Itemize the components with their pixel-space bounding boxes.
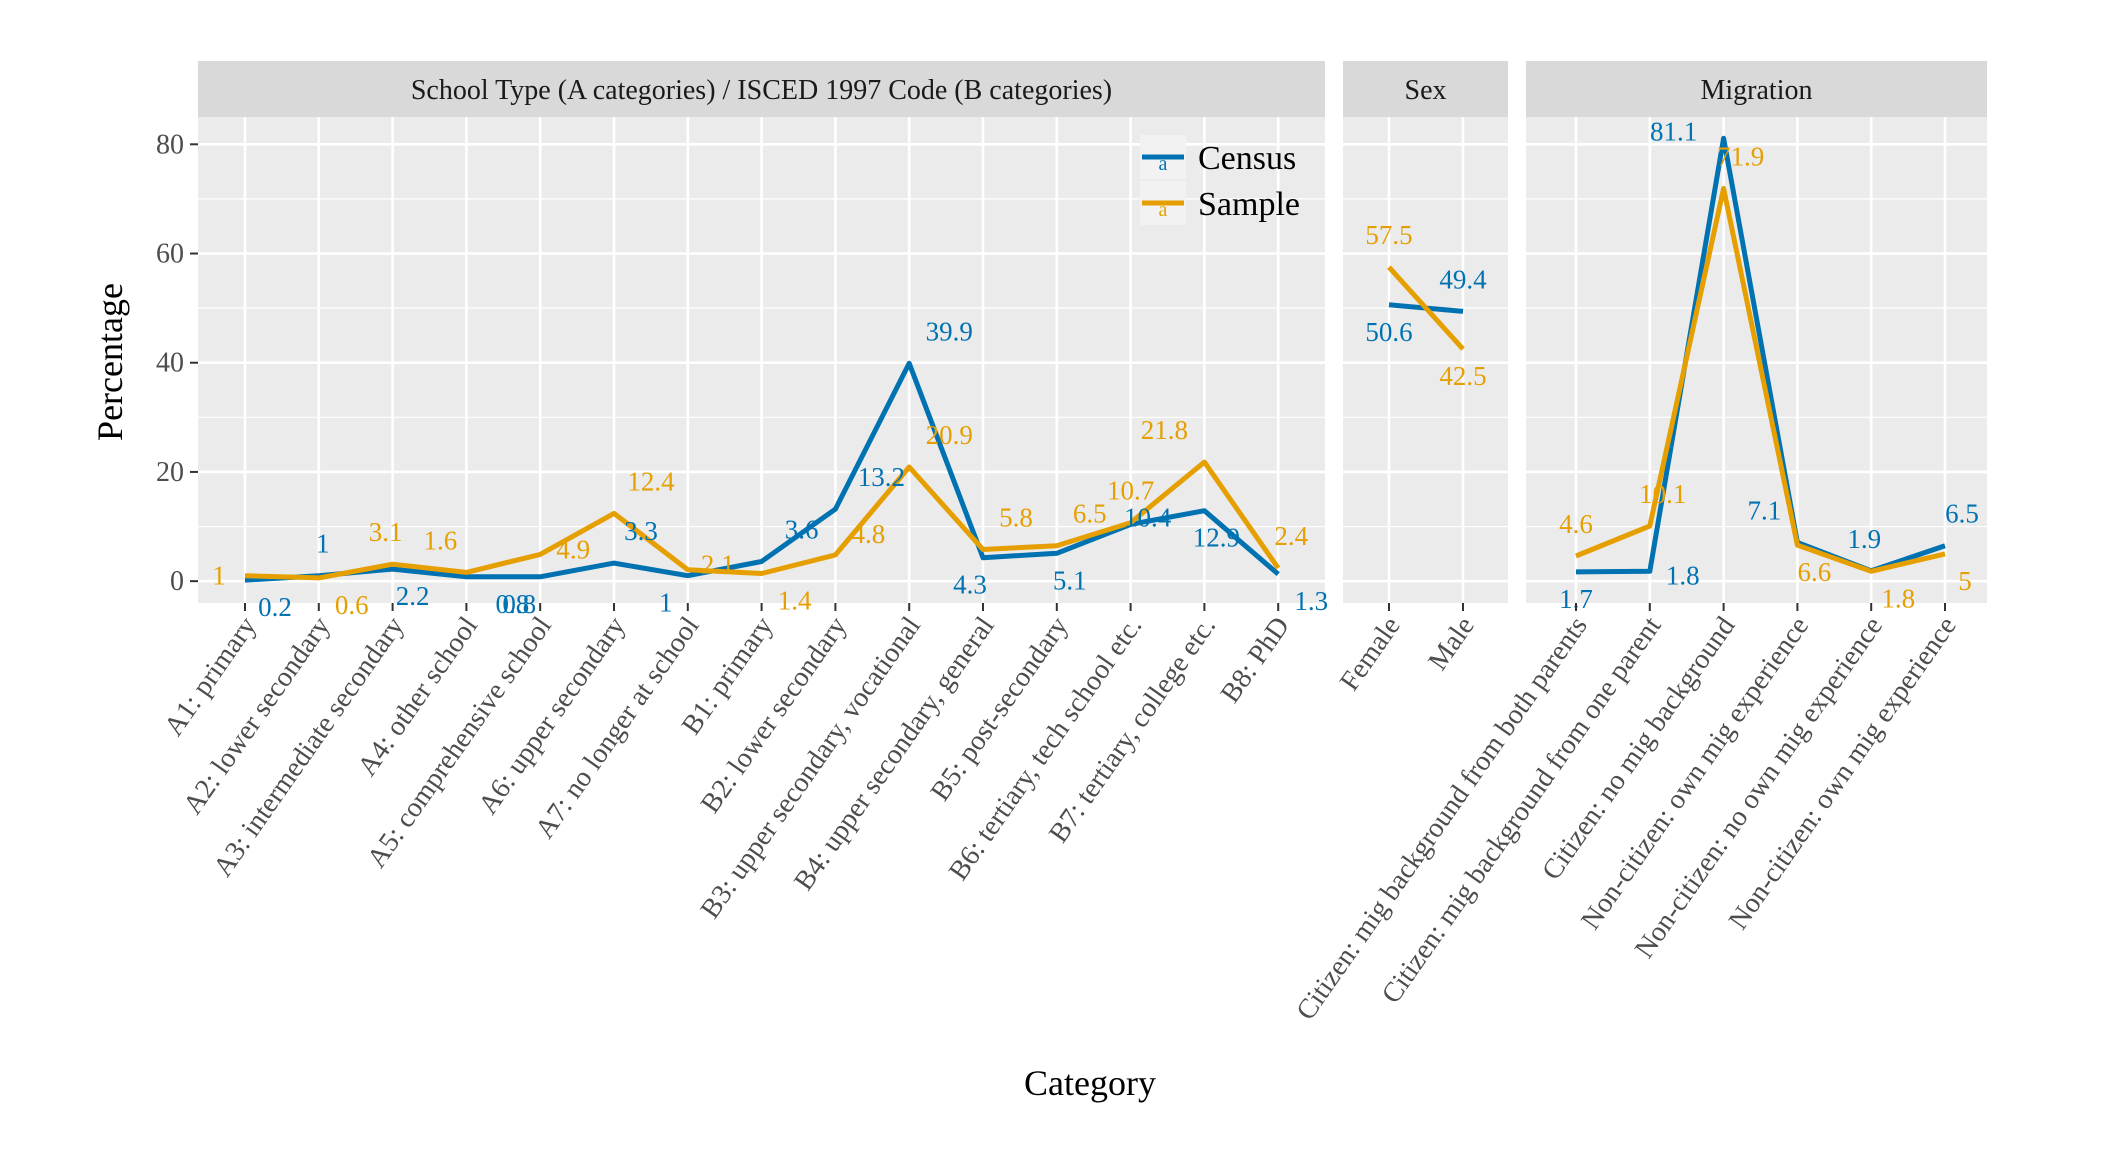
data-label-census: 49.4 — [1439, 264, 1487, 294]
legend-key-glyph: a — [1159, 153, 1168, 175]
data-label-census: 5.1 — [1053, 565, 1087, 595]
x-axis-title: Category — [1024, 1063, 1156, 1103]
y-axis-title: Percentage — [90, 283, 130, 441]
data-label-sample: 10.7 — [1107, 476, 1154, 506]
panel-background — [1343, 117, 1508, 603]
data-label-census: 0.8 — [502, 589, 536, 619]
data-label-sample: 5.8 — [999, 502, 1033, 532]
data-label-sample: 3.1 — [369, 517, 403, 547]
legend-label: Census — [1198, 140, 1296, 177]
data-label-census: 3.3 — [624, 516, 658, 546]
panel-strip-label: School Type (A categories) / ISCED 1997 … — [411, 75, 1112, 106]
data-label-census: 1.8 — [1666, 560, 1700, 590]
y-axis: 0 20 40 60 80 — [156, 129, 198, 597]
data-label-sample: 1 — [212, 561, 226, 591]
panel-strip — [1343, 61, 1508, 117]
data-label-sample: 0.6 — [335, 590, 369, 620]
y-tick-label: 20 — [156, 457, 184, 488]
series-line-census — [244, 360, 1280, 583]
panel-school: School Type (A categories) / ISCED 1997 … — [158, 61, 1328, 924]
data-label-sample: 1.4 — [778, 586, 812, 616]
data-label-sample: 12.4 — [627, 466, 675, 496]
panel-strip — [198, 61, 1325, 117]
panel-strip-label: Migration — [1701, 75, 1813, 106]
data-label-sample: 1.6 — [424, 525, 458, 555]
data-label-sample: 21.8 — [1141, 415, 1188, 445]
data-label-census: 0.2 — [258, 592, 292, 622]
legend-item-sample: a Sample — [1140, 181, 1300, 225]
data-label-sample: 4.9 — [556, 534, 590, 564]
series-line-sample — [244, 459, 1281, 581]
panel-background — [1526, 117, 1987, 603]
series-line-sample — [1387, 265, 1465, 351]
data-label-census: 2.2 — [396, 581, 430, 611]
data-label-sample: 57.5 — [1365, 220, 1412, 250]
data-label-census: 12.9 — [1193, 523, 1240, 553]
data-label-sample: 4.6 — [1559, 509, 1593, 539]
data-label-sample: 6.5 — [1073, 499, 1107, 529]
data-label-census: 1 — [316, 529, 330, 559]
y-tick-label: 80 — [156, 129, 184, 160]
data-label-sample: 42.5 — [1439, 361, 1486, 391]
data-label-census: 4.3 — [953, 570, 987, 600]
data-label-census: 10.4 — [1124, 502, 1172, 532]
series-line-sample — [1575, 186, 1946, 574]
legend-key-glyph: a — [1159, 199, 1168, 221]
data-label-sample: 6.6 — [1798, 557, 1832, 587]
panel-strip-label: Sex — [1405, 75, 1447, 106]
data-label-census: 7.1 — [1748, 495, 1782, 525]
data-label-sample: 2.1 — [701, 550, 735, 580]
data-label-census: 0.8 — [496, 589, 530, 619]
data-label-sample: 5 — [1958, 566, 1972, 596]
y-tick-label: 0 — [170, 566, 184, 597]
data-label-sample: 71.9 — [1717, 142, 1764, 172]
legend-label: Sample — [1198, 186, 1300, 223]
data-label-census: 39.9 — [926, 316, 973, 346]
legend: a Census a Sample — [1140, 135, 1300, 225]
data-label-census: 6.5 — [1945, 499, 1979, 529]
data-label-census: 1.3 — [1294, 586, 1328, 616]
y-tick-label: 60 — [156, 239, 184, 270]
data-label-census: 13.2 — [858, 462, 905, 492]
panel-strip — [1526, 61, 1987, 117]
data-label-sample: 1.8 — [1881, 583, 1915, 613]
data-label-census: 50.6 — [1365, 317, 1412, 347]
y-tick-label: 40 — [156, 348, 184, 379]
data-label-census: 1.9 — [1847, 524, 1881, 554]
data-label-census: 1 — [659, 588, 673, 618]
legend-item-census: a Census — [1140, 135, 1296, 179]
data-label-census: 81.1 — [1650, 116, 1697, 146]
data-label-sample: 20.9 — [926, 420, 973, 450]
data-label-sample: 2.4 — [1274, 521, 1308, 551]
data-label-census: 3.6 — [785, 514, 819, 544]
data-label-sample: 10.1 — [1639, 479, 1686, 509]
data-label-sample: 4.8 — [852, 519, 886, 549]
